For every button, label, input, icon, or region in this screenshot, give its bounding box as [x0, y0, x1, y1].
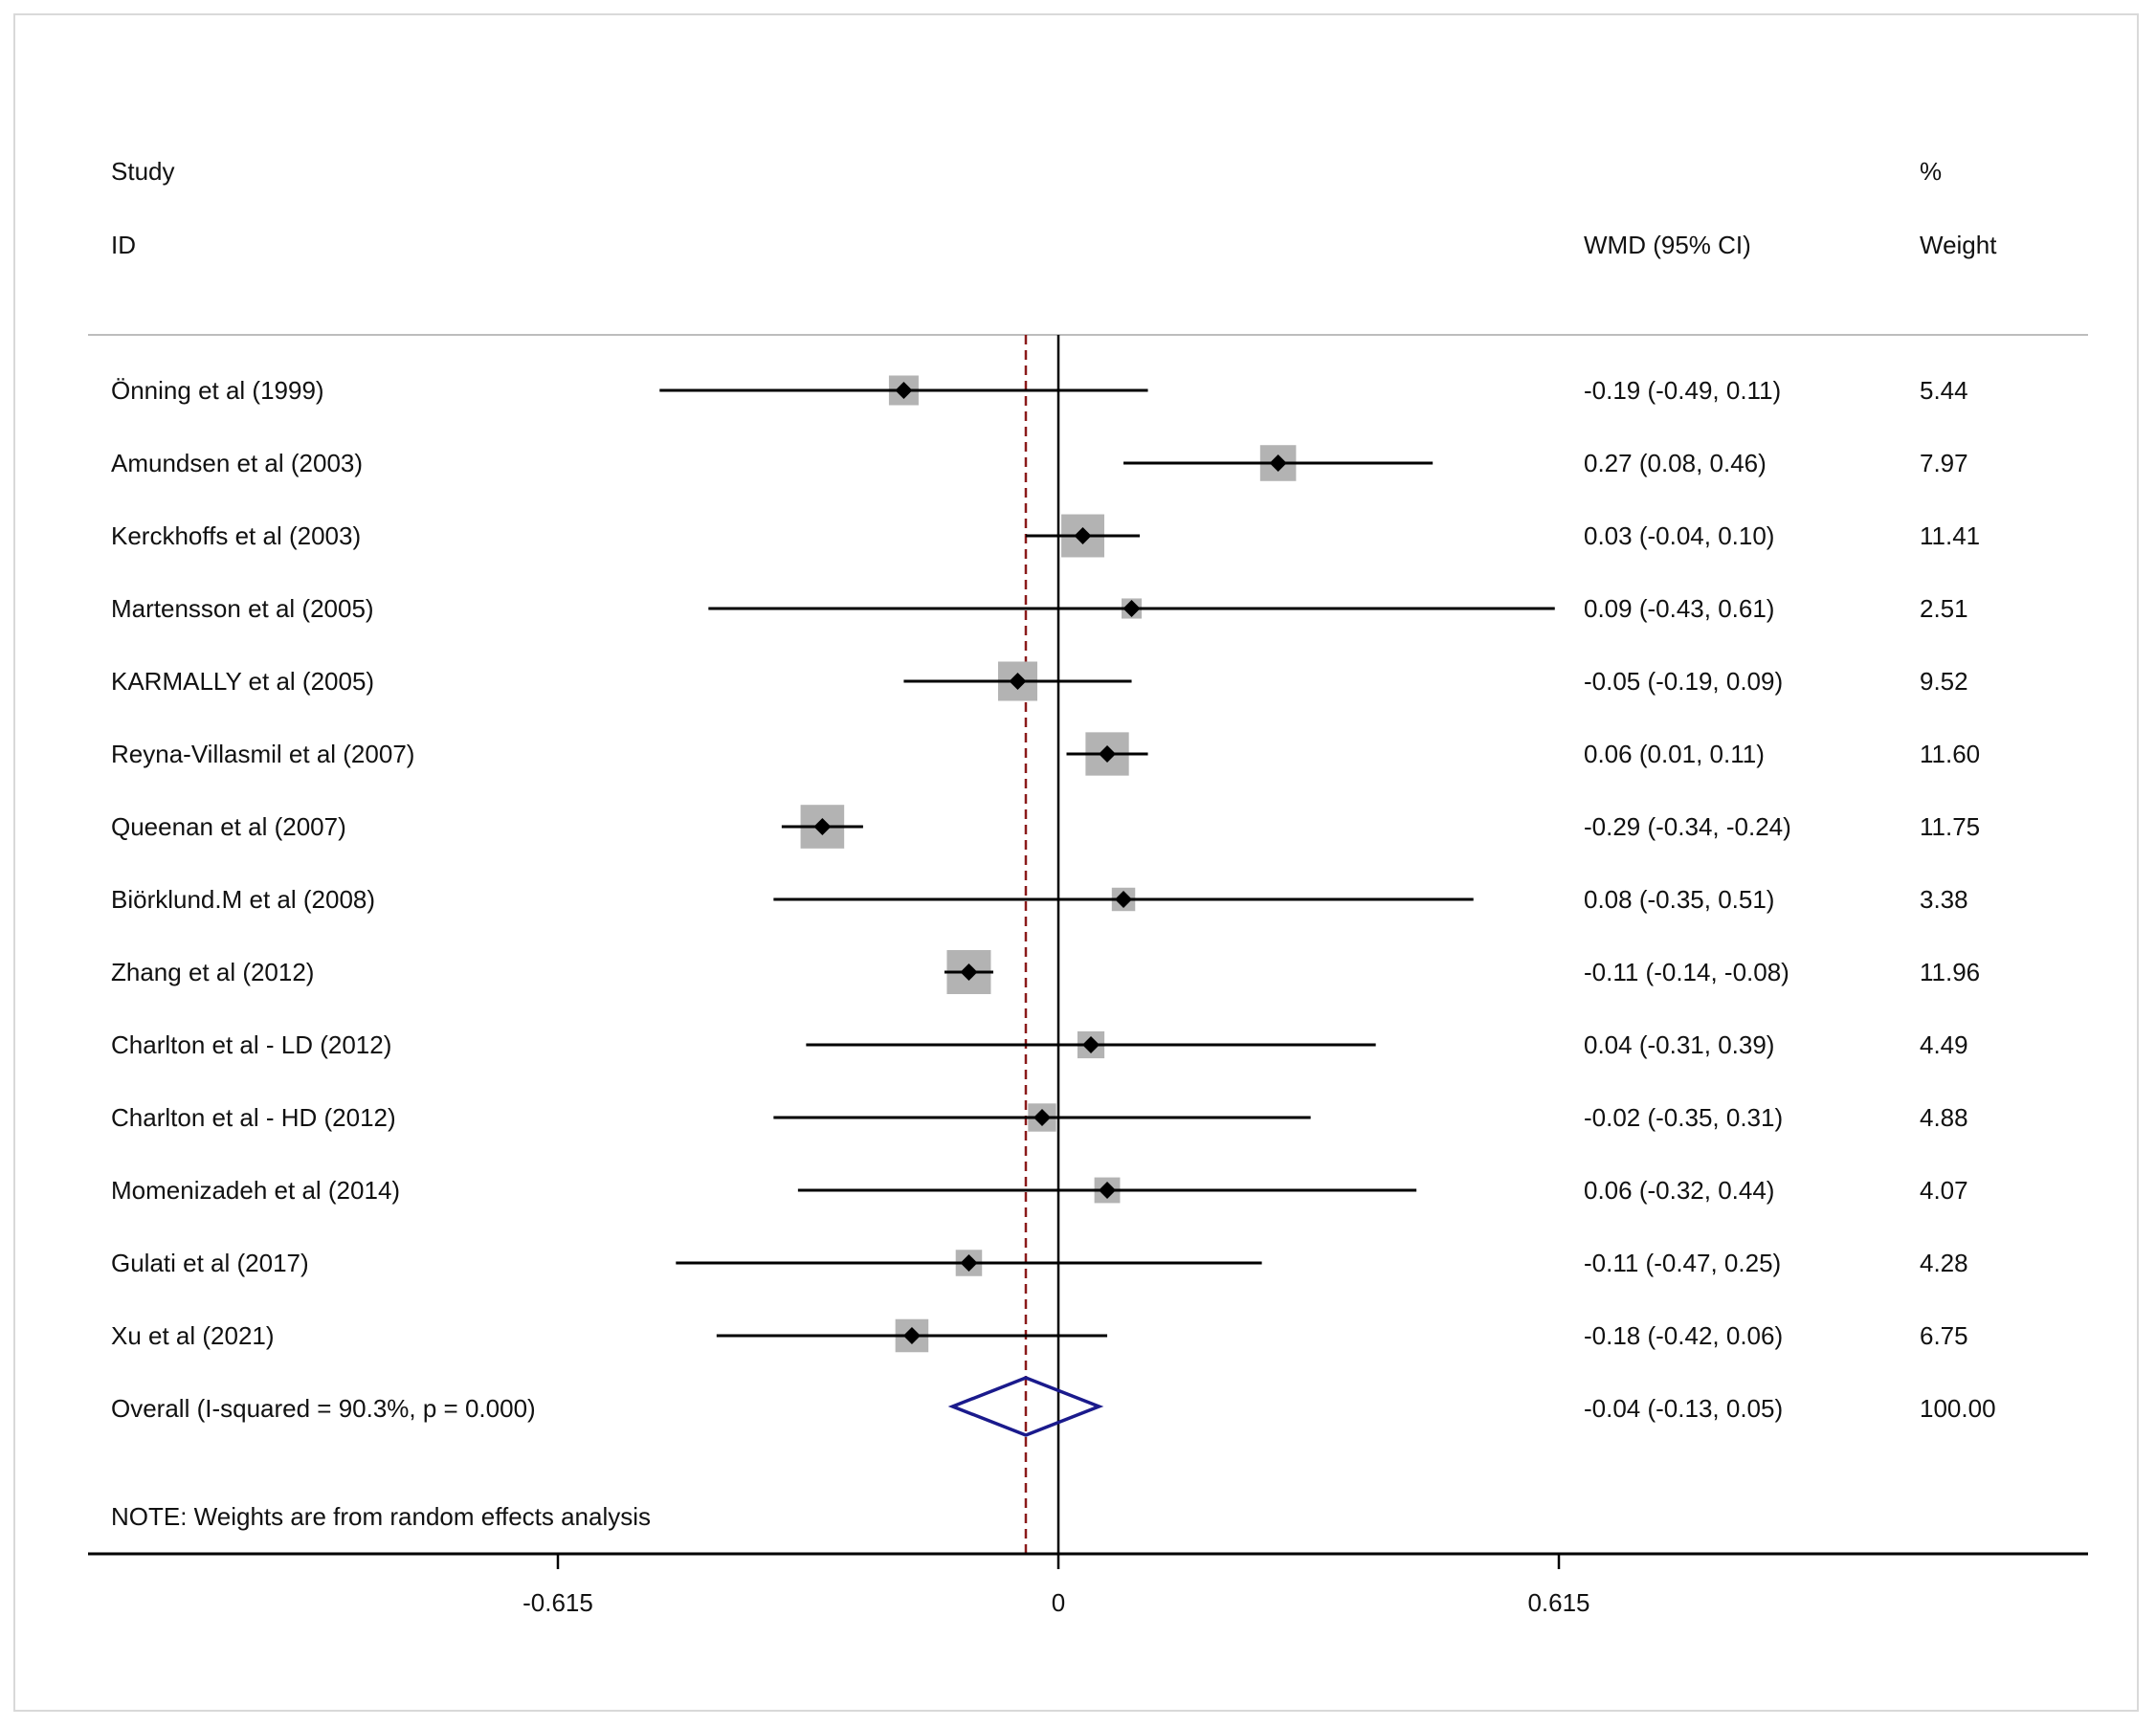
study-point	[1115, 891, 1133, 908]
study-point	[813, 818, 832, 835]
study-weight-text: 3.38	[1920, 885, 1968, 914]
overall-weight-text: 100.00	[1920, 1394, 1996, 1423]
study-ci-text: 0.08 (-0.35, 0.51)	[1584, 885, 1774, 914]
x-tick-label: -0.615	[522, 1588, 593, 1617]
study-weight-text: 7.97	[1920, 449, 1968, 477]
study-label: Xu et al (2021)	[111, 1321, 275, 1350]
study-label: KARMALLY et al (2005)	[111, 667, 374, 696]
study-label: Gulati et al (2017)	[111, 1249, 309, 1277]
study-label: Biörklund.M et al (2008)	[111, 885, 375, 914]
study-point	[902, 1327, 921, 1344]
study-ci-text: -0.05 (-0.19, 0.09)	[1584, 667, 1783, 696]
study-point	[1122, 600, 1141, 617]
study-point	[895, 382, 913, 399]
study-point	[1099, 1182, 1117, 1199]
x-tick-label: 0.615	[1527, 1588, 1589, 1617]
study-label: Zhang et al (2012)	[111, 958, 314, 986]
header-effect: WMD (95% CI)	[1584, 231, 1751, 259]
study-weight-text: 11.60	[1920, 740, 1980, 768]
study-point	[1099, 745, 1117, 763]
header-percent: %	[1920, 157, 1942, 186]
study-label: Charlton et al - LD (2012)	[111, 1030, 391, 1059]
overall-ci-text: -0.04 (-0.13, 0.05)	[1584, 1394, 1783, 1423]
study-point	[1269, 454, 1287, 472]
study-point	[1009, 673, 1027, 690]
note-text: NOTE: Weights are from random effects an…	[111, 1502, 651, 1531]
study-weight-text: 6.75	[1920, 1321, 1968, 1350]
study-weight-text: 4.28	[1920, 1249, 1968, 1277]
study-ci-text: -0.11 (-0.47, 0.25)	[1584, 1249, 1781, 1277]
study-ci-text: -0.11 (-0.14, -0.08)	[1584, 958, 1789, 986]
study-point	[960, 1254, 978, 1272]
study-label: Önning et al (1999)	[111, 376, 324, 405]
study-weight-text: 2.51	[1920, 594, 1968, 623]
study-ci-text: 0.03 (-0.04, 0.10)	[1584, 521, 1774, 550]
chart-frame	[13, 13, 2139, 1712]
study-ci-text: -0.29 (-0.34, -0.24)	[1584, 812, 1791, 841]
study-ci-text: 0.09 (-0.43, 0.61)	[1584, 594, 1774, 623]
study-label: Martensson et al (2005)	[111, 594, 374, 623]
study-ci-text: -0.18 (-0.42, 0.06)	[1584, 1321, 1783, 1350]
study-weight-text: 11.75	[1920, 812, 1980, 841]
study-ci-text: 0.06 (0.01, 0.11)	[1584, 740, 1765, 768]
study-weight-text: 11.96	[1920, 958, 1980, 986]
study-weight-text: 9.52	[1920, 667, 1968, 696]
study-weight-text: 11.41	[1920, 521, 1980, 550]
overall-diamond	[947, 1376, 1104, 1437]
study-ci-text: -0.19 (-0.49, 0.11)	[1584, 376, 1781, 405]
study-point	[1082, 1036, 1100, 1053]
study-weight-text: 4.49	[1920, 1030, 1968, 1059]
header-id: ID	[111, 231, 136, 259]
study-ci-text: 0.04 (-0.31, 0.39)	[1584, 1030, 1774, 1059]
study-ci-text: 0.27 (0.08, 0.46)	[1584, 449, 1767, 477]
header-weight: Weight	[1920, 231, 1997, 259]
study-point	[1033, 1109, 1051, 1126]
study-label: Reyna-Villasmil et al (2007)	[111, 740, 414, 768]
study-label: Kerckhoffs et al (2003)	[111, 521, 361, 550]
study-weight-text: 5.44	[1920, 376, 1968, 405]
study-label: Queenan et al (2007)	[111, 812, 346, 841]
study-weight-text: 4.07	[1920, 1176, 1968, 1205]
overall-label: Overall (I-squared = 90.3%, p = 0.000)	[111, 1394, 536, 1423]
x-tick-label: 0	[1052, 1588, 1065, 1617]
study-point	[960, 963, 978, 981]
header-study: Study	[111, 157, 175, 186]
study-point	[1074, 527, 1092, 544]
study-label: Momenizadeh et al (2014)	[111, 1176, 400, 1205]
study-weight-text: 4.88	[1920, 1103, 1968, 1132]
study-label: Amundsen et al (2003)	[111, 449, 363, 477]
study-label: Charlton et al - HD (2012)	[111, 1103, 396, 1132]
study-ci-text: 0.06 (-0.32, 0.44)	[1584, 1176, 1774, 1205]
study-ci-text: -0.02 (-0.35, 0.31)	[1584, 1103, 1783, 1132]
